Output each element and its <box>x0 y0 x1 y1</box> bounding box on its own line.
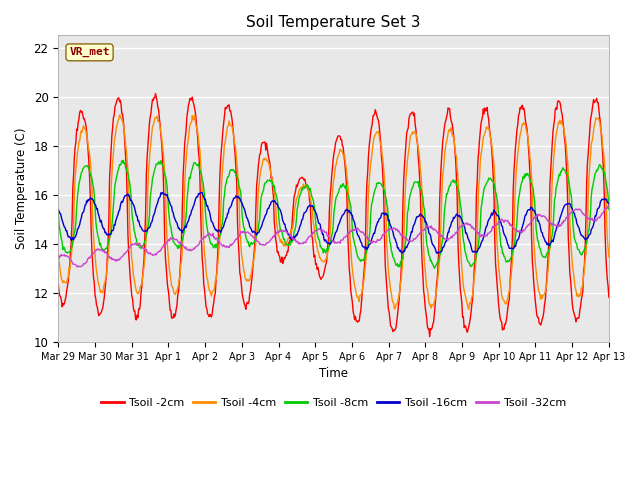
Tsoil -32cm <box>54 255 62 261</box>
Line: Tsoil -32cm: Tsoil -32cm <box>58 204 609 267</box>
Tsoil -8cm <box>605 207 612 213</box>
Tsoil -4cm <box>207 291 214 297</box>
Tsoil -2cm <box>401 152 409 157</box>
Tsoil -2cm <box>54 281 62 287</box>
Tsoil -8cm <box>54 208 62 214</box>
Tsoil -8cm <box>401 241 409 247</box>
Tsoil -32cm <box>74 264 81 270</box>
Tsoil -32cm <box>65 254 72 260</box>
Line: Tsoil -8cm: Tsoil -8cm <box>58 160 609 268</box>
Tsoil -4cm <box>465 307 472 312</box>
Tsoil -32cm <box>417 228 425 234</box>
Tsoil -8cm <box>178 239 186 244</box>
X-axis label: Time: Time <box>319 367 348 380</box>
Legend: Tsoil -2cm, Tsoil -4cm, Tsoil -8cm, Tsoil -16cm, Tsoil -32cm: Tsoil -2cm, Tsoil -4cm, Tsoil -8cm, Tsoi… <box>97 394 570 412</box>
Tsoil -8cm <box>65 250 72 255</box>
Tsoil -4cm <box>122 142 129 148</box>
Tsoil -16cm <box>54 207 62 213</box>
Tsoil -4cm <box>178 257 186 263</box>
Tsoil -2cm <box>152 91 159 96</box>
Line: Tsoil -2cm: Tsoil -2cm <box>58 94 609 337</box>
Tsoil -8cm <box>417 187 425 192</box>
Line: Tsoil -16cm: Tsoil -16cm <box>58 192 609 253</box>
Tsoil -16cm <box>433 250 441 256</box>
Tsoil -4cm <box>54 252 62 258</box>
Tsoil -8cm <box>120 157 127 163</box>
Title: Soil Temperature Set 3: Soil Temperature Set 3 <box>246 15 421 30</box>
Tsoil -16cm <box>605 202 612 207</box>
Tsoil -2cm <box>178 234 186 240</box>
Tsoil -32cm <box>178 240 186 246</box>
Text: VR_met: VR_met <box>69 47 110 58</box>
Tsoil -2cm <box>121 142 129 147</box>
Tsoil -4cm <box>417 175 425 181</box>
Tsoil -2cm <box>65 278 72 284</box>
Tsoil -32cm <box>122 250 129 256</box>
Tsoil -16cm <box>178 228 186 234</box>
Y-axis label: Soil Temperature (C): Soil Temperature (C) <box>15 128 28 250</box>
Tsoil -16cm <box>401 246 409 252</box>
Tsoil -4cm <box>65 274 72 280</box>
Tsoil -32cm <box>605 202 612 207</box>
Line: Tsoil -4cm: Tsoil -4cm <box>58 115 609 310</box>
Tsoil -32cm <box>401 236 409 241</box>
Tsoil -4cm <box>401 191 409 196</box>
Tsoil -8cm <box>207 241 214 247</box>
Tsoil -4cm <box>605 254 612 260</box>
Tsoil -2cm <box>605 295 612 300</box>
Tsoil -2cm <box>426 334 433 340</box>
Tsoil -8cm <box>431 265 438 271</box>
Tsoil -16cm <box>121 193 129 199</box>
Tsoil -16cm <box>417 212 425 217</box>
Tsoil -16cm <box>207 215 214 221</box>
Tsoil -32cm <box>207 232 214 238</box>
Tsoil -2cm <box>207 312 214 318</box>
Tsoil -16cm <box>159 190 166 195</box>
Tsoil -4cm <box>116 112 124 118</box>
Tsoil -16cm <box>65 234 72 240</box>
Tsoil -8cm <box>122 166 129 171</box>
Tsoil -2cm <box>417 235 425 240</box>
